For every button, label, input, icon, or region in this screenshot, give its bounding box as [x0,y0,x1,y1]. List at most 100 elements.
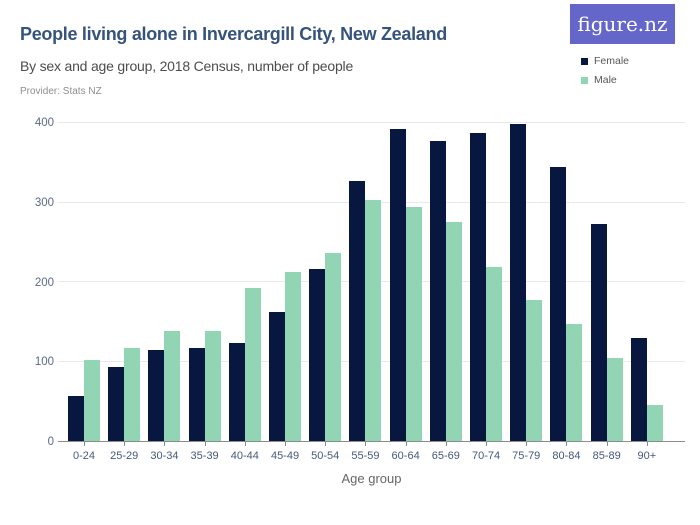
bar-group-75-79: 75-79 [510,123,543,462]
bar-pair [68,123,100,441]
bar-pair [309,123,342,441]
bar-female-50-54[interactable] [309,269,326,441]
bar-group-90+: 90+ [630,123,663,462]
page-title: People living alone in Invercargill City… [20,24,447,44]
x-tick [646,441,648,446]
bar-male-65-69[interactable] [445,221,462,441]
x-tick [526,441,528,446]
x-tick [124,441,126,446]
x-tick-label: 80-84 [552,450,581,462]
bar-pair [590,123,623,441]
plot-area: 0-24 25-29 30-34 35-39 40-44 45-49 50-54 55-59 6… [58,122,685,462]
legend-label: Male [594,74,617,86]
bar-male-55-59[interactable] [365,200,382,441]
y-tick-label-100: 100 [34,356,54,369]
bar-female-65-69[interactable] [429,140,446,441]
bar-group-85-89: 85-89 [590,123,623,462]
bar-female-85-89[interactable] [590,223,607,441]
bar-female-40-44[interactable] [228,343,245,441]
bar-male-70-74[interactable] [486,266,503,441]
bar-male-80-84[interactable] [566,324,583,441]
x-tick-label: 75-79 [512,450,541,462]
bar-group-60-64: 60-64 [389,123,422,462]
bar-pair [470,123,503,441]
bar-group-80-84: 80-84 [550,123,583,462]
x-tick [204,441,206,446]
x-tick-label: 35-39 [190,450,219,462]
bar-female-30-34[interactable] [148,350,165,441]
bar-female-45-49[interactable] [269,312,286,441]
x-tick [445,441,447,446]
bar-male-40-44[interactable] [244,288,261,441]
bar-male-90+[interactable] [646,405,663,441]
provider-credit: Provider: Stats NZ [20,86,102,97]
figurenz-logo[interactable]: figure.nz [570,4,675,44]
x-tick-label: 25-29 [110,450,139,462]
x-tick [486,441,488,446]
x-tick-label: 65-69 [431,450,460,462]
bar-groups: 0-24 25-29 30-34 35-39 40-44 45-49 50-54 55-59 6… [58,123,685,462]
bar-chart: 0 100 200 300 400 0-24 25-29 30-34 35-39 40-44 45… [0,117,700,486]
x-tick-label: 85-89 [592,450,621,462]
bar-pair [349,123,382,441]
bar-pair [228,123,261,441]
x-tick-label: 90+ [637,450,657,462]
bar-male-0-24[interactable] [84,359,100,441]
bar-group-70-74: 70-74 [470,123,503,462]
x-tick-label: 45-49 [270,450,300,462]
bar-group-0-24: 0-24 [68,123,100,462]
page-subtitle: By sex and age group, 2018 Census, numbe… [20,58,354,74]
gridline-400 [58,122,685,123]
x-tick-label: 30-34 [150,450,179,462]
bar-pair [429,123,462,441]
bar-male-50-54[interactable] [325,252,342,441]
bar-male-30-34[interactable] [164,331,181,441]
legend: Female Male [581,55,629,86]
x-tick-label: 55-59 [351,450,380,462]
x-tick [244,441,246,446]
x-tick [606,441,608,446]
bar-pair [269,123,302,441]
x-tick [405,441,407,446]
y-tick-label-0: 0 [47,436,54,448]
bar-pair [550,123,583,441]
x-tick-label: 0-24 [72,450,96,462]
bar-pair [389,123,422,441]
x-tick [164,441,166,446]
bar-female-25-29[interactable] [108,367,125,441]
bar-female-80-84[interactable] [550,166,567,441]
bar-male-60-64[interactable] [405,207,422,441]
bar-male-35-39[interactable] [204,331,221,441]
y-tick-label-300: 300 [34,196,54,209]
legend-item-female: Female [581,55,629,67]
bar-female-0-24[interactable] [68,395,84,441]
legend-swatch-male [581,76,588,84]
bar-male-45-49[interactable] [285,271,302,441]
y-tick-label-400: 400 [34,117,54,129]
bar-male-25-29[interactable] [124,348,141,441]
bar-group-35-39: 35-39 [188,123,221,462]
bar-group-30-34: 30-34 [148,123,181,462]
legend-item-male: Male [581,74,629,86]
bar-male-85-89[interactable] [606,357,623,441]
bar-group-50-54: 50-54 [309,123,342,462]
x-tick [285,441,287,446]
x-axis-title: Age group [341,471,402,486]
bar-group-25-29: 25-29 [108,123,141,462]
bar-female-70-74[interactable] [470,133,487,441]
bar-pair [108,123,141,441]
y-tick-label-200: 200 [34,276,54,289]
bar-female-90+[interactable] [630,338,647,441]
bar-female-55-59[interactable] [349,181,366,441]
bar-female-60-64[interactable] [389,128,406,441]
bar-group-55-59: 55-59 [349,123,382,462]
bar-male-75-79[interactable] [526,300,543,441]
x-tick [365,441,367,446]
bar-female-35-39[interactable] [188,348,205,441]
bar-pair [188,123,221,441]
bar-female-75-79[interactable] [510,123,527,441]
legend-label: Female [594,55,630,67]
bar-group-65-69: 65-69 [429,123,462,462]
x-tick [84,441,85,446]
